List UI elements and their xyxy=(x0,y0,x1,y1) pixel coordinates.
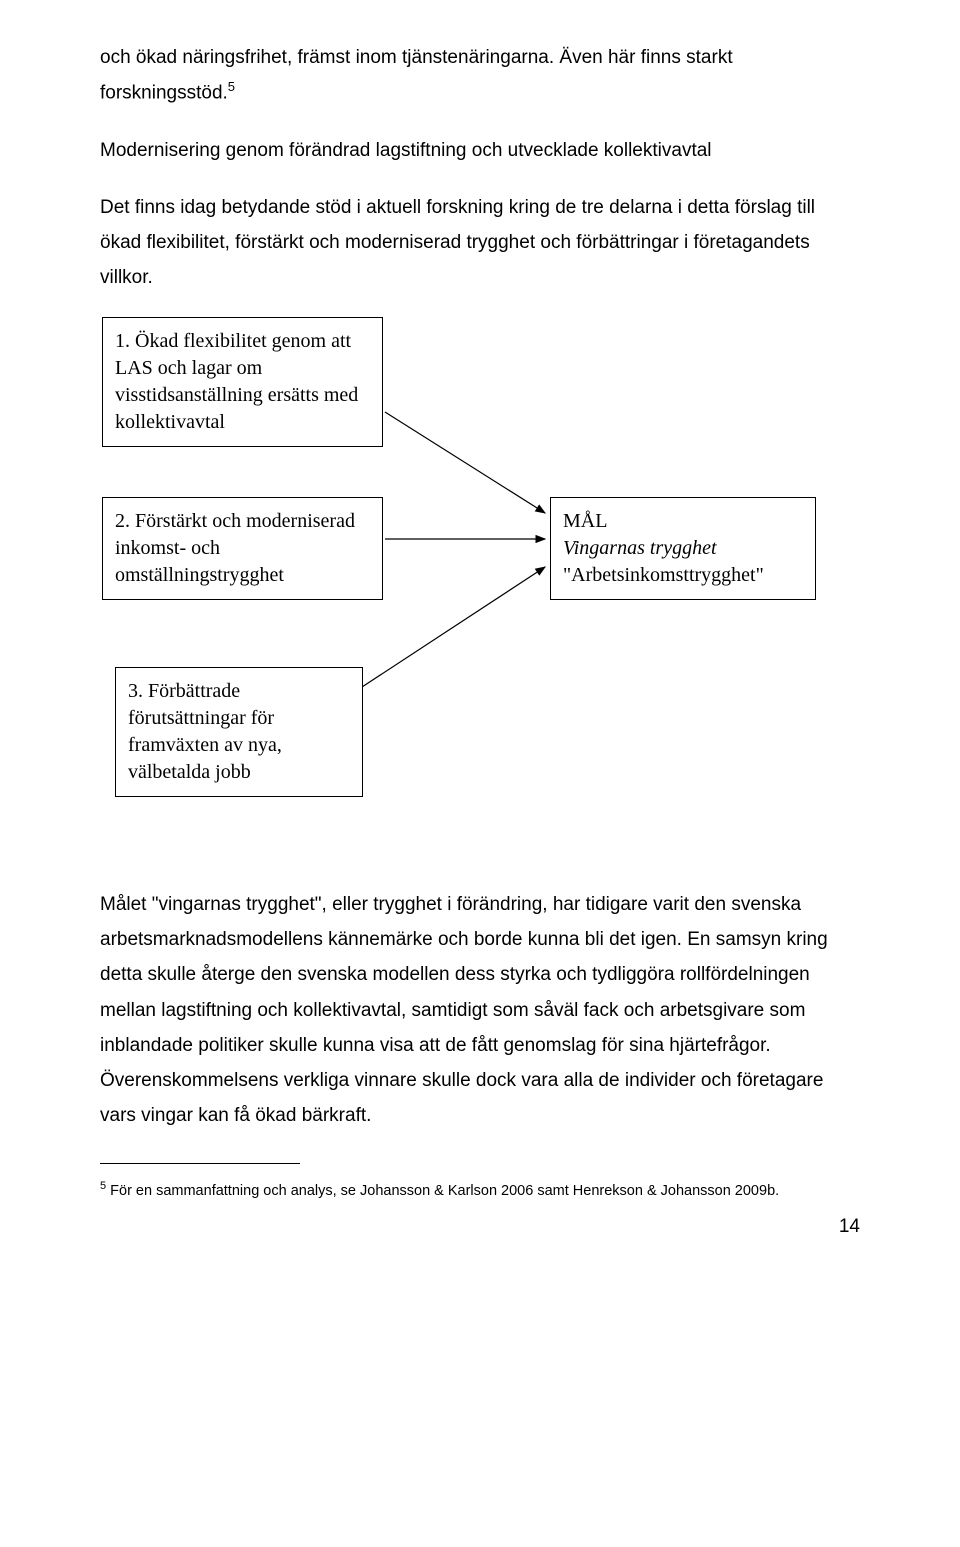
goal-label: MÅL xyxy=(563,510,607,532)
intro-paragraph: och ökad näringsfrihet, främst inom tjän… xyxy=(100,40,860,111)
footnote: 5 För en sammanfattning och analys, se J… xyxy=(100,1179,860,1202)
page-container: och ökad näringsfrihet, främst inom tjän… xyxy=(0,0,960,1278)
diagram-node-goal: MÅL Vingarnas trygghet "Arbetsinkomsttry… xyxy=(550,497,816,600)
footnote-separator xyxy=(100,1163,300,1164)
body-paragraph: Målet "vingarnas trygghet", eller tryggh… xyxy=(100,887,860,1133)
intro-line2: forskningsstöd. xyxy=(100,82,228,103)
page-number: 14 xyxy=(100,1216,860,1238)
diagram-node-1: 1. Ökad flexibilitet genom att LAS och l… xyxy=(102,317,383,447)
intro-line1: och ökad näringsfrihet, främst inom tjän… xyxy=(100,47,733,68)
goal-italic: Vingarnas trygghet xyxy=(563,537,717,559)
footnote-text: För en sammanfattning och analys, se Joh… xyxy=(106,1182,779,1198)
flow-diagram: 1. Ökad flexibilitet genom att LAS och l… xyxy=(100,317,860,857)
diagram-node-2: 2. Förstärkt och moderniserad inkomst- o… xyxy=(102,497,383,600)
lead-paragraph: Det finns idag betydande stöd i aktuell … xyxy=(100,190,860,295)
diagram-node-3: 3. Förbättrade förutsättningar för framv… xyxy=(115,667,363,797)
goal-line3: "Arbetsinkomsttrygghet" xyxy=(563,564,764,586)
footnote-ref: 5 xyxy=(228,79,235,94)
section-heading: Modernisering genom förändrad lagstiftni… xyxy=(100,133,860,168)
